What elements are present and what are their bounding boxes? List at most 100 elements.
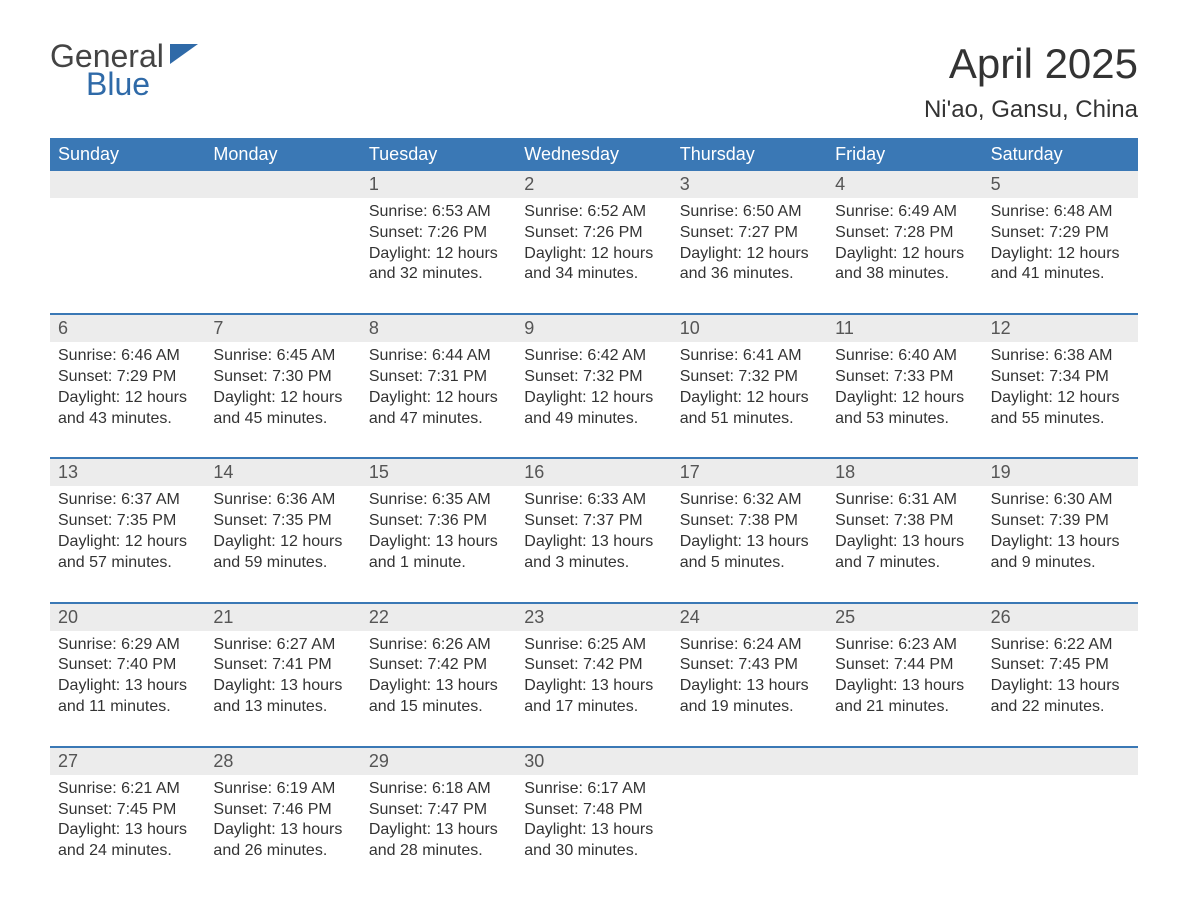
day-number: 27 (50, 748, 205, 775)
day-number (50, 171, 205, 198)
day-content: Sunrise: 6:31 AMSunset: 7:38 PMDaylight:… (827, 486, 982, 573)
day-content: Sunrise: 6:22 AMSunset: 7:45 PMDaylight:… (983, 631, 1138, 718)
week-row: 12345Sunrise: 6:53 AMSunset: 7:26 PMDayl… (50, 171, 1138, 313)
sunrise-line: Sunrise: 6:29 AM (58, 635, 197, 656)
day-number: 12 (983, 315, 1138, 342)
day-number: 14 (205, 459, 360, 486)
day-content (50, 198, 205, 285)
day-number: 30 (516, 748, 671, 775)
sunrise-line: Sunrise: 6:31 AM (835, 490, 974, 511)
daynum-row: 13141516171819 (50, 459, 1138, 486)
sunrise-line: Sunrise: 6:48 AM (991, 202, 1130, 223)
daynum-row: 6789101112 (50, 315, 1138, 342)
daycontent-row: Sunrise: 6:46 AMSunset: 7:29 PM Daylight:… (50, 342, 1138, 457)
weekday-label: Tuesday (361, 138, 516, 171)
day-content: Sunrise: 6:35 AMSunset: 7:36 PMDaylight:… (361, 486, 516, 573)
daylight-line: Daylight: 13 hours and 11 minutes. (58, 676, 197, 718)
sunrise-line: Sunrise: 6:23 AM (835, 635, 974, 656)
title-block: April 2025 Ni'ao, Gansu, China (924, 40, 1138, 124)
day-number (672, 748, 827, 775)
daylight-line: Daylight: 13 hours and 22 minutes. (991, 676, 1130, 718)
daynum-row: 27282930 (50, 748, 1138, 775)
daylight-line: Daylight: 13 hours and 24 minutes. (58, 820, 197, 862)
sunset-line: Sunset: 7:29 PM (991, 223, 1130, 244)
daylight-line: Daylight: 12 hours and 51 minutes. (680, 388, 819, 430)
day-content: Sunrise: 6:52 AMSunset: 7:26 PMDaylight:… (516, 198, 671, 285)
day-number: 18 (827, 459, 982, 486)
sunrise-line: Sunrise: 6:37 AM (58, 490, 197, 511)
daylight-line: Daylight: 12 hours and 41 minutes. (991, 244, 1130, 286)
weeks-container: 12345Sunrise: 6:53 AMSunset: 7:26 PMDayl… (50, 171, 1138, 890)
sunset-line: Sunset: 7:35 PM (58, 511, 197, 532)
daylight-line: Daylight: 13 hours and 9 minutes. (991, 532, 1130, 574)
day-number: 28 (205, 748, 360, 775)
sunrise-line: Sunrise: 6:19 AM (213, 779, 352, 800)
day-number: 23 (516, 604, 671, 631)
day-number: 8 (361, 315, 516, 342)
day-number: 26 (983, 604, 1138, 631)
weekday-label: Monday (205, 138, 360, 171)
weekday-label: Thursday (672, 138, 827, 171)
day-content: Sunrise: 6:37 AMSunset: 7:35 PMDaylight:… (50, 486, 205, 573)
sunrise-line: Sunrise: 6:30 AM (991, 490, 1130, 511)
sunrise-line: Sunrise: 6:27 AM (213, 635, 352, 656)
day-content (827, 775, 982, 862)
sunset-line: Sunset: 7:38 PM (835, 511, 974, 532)
title-month: April 2025 (924, 40, 1138, 88)
day-number (827, 748, 982, 775)
sunrise-line: Sunrise: 6:44 AM (369, 346, 508, 367)
sunrise-line: Sunrise: 6:21 AM (58, 779, 197, 800)
daylight-line: Daylight: 12 hours and 34 minutes. (524, 244, 663, 286)
day-content (672, 775, 827, 862)
daycontent-row: Sunrise: 6:37 AMSunset: 7:35 PMDaylight:… (50, 486, 1138, 601)
sunrise-line: Sunrise: 6:25 AM (524, 635, 663, 656)
daycontent-row: Sunrise: 6:53 AMSunset: 7:26 PMDaylight:… (50, 198, 1138, 313)
day-number: 20 (50, 604, 205, 631)
day-content: Sunrise: 6:36 AMSunset: 7:35 PMDaylight:… (205, 486, 360, 573)
day-number: 4 (827, 171, 982, 198)
sunset-line: Sunset: 7:45 PM (58, 800, 197, 821)
week-row: 6789101112 Sunrise: 6:46 AMSunset: 7:29 P… (50, 313, 1138, 457)
daycontent-row: Sunrise: 6:21 AMSunset: 7:45 PMDaylight:… (50, 775, 1138, 890)
week-row: 27282930Sunrise: 6:21 AMSunset: 7:45 PMD… (50, 746, 1138, 890)
header: General Blue April 2025 Ni'ao, Gansu, Ch… (50, 40, 1138, 124)
sunset-line: Sunset: 7:43 PM (680, 655, 819, 676)
sunrise-line: Sunrise: 6:32 AM (680, 490, 819, 511)
daynum-row: 20212223242526 (50, 604, 1138, 631)
day-number: 29 (361, 748, 516, 775)
day-number: 15 (361, 459, 516, 486)
day-content: Sunrise: 6:30 AMSunset: 7:39 PMDaylight:… (983, 486, 1138, 573)
daylight-line: Daylight: 13 hours and 21 minutes. (835, 676, 974, 718)
sunrise-line: Sunrise: 6:33 AM (524, 490, 663, 511)
sunset-line: Sunset: 7:42 PM (369, 655, 508, 676)
daynum-row: 12345 (50, 171, 1138, 198)
sunset-line: Sunset: 7:47 PM (369, 800, 508, 821)
sunrise-line: Sunrise: 6:50 AM (680, 202, 819, 223)
day-content: Sunrise: 6:48 AMSunset: 7:29 PMDaylight:… (983, 198, 1138, 285)
sunrise-line: Sunrise: 6:24 AM (680, 635, 819, 656)
daylight-line: Daylight: 13 hours and 1 minute. (369, 532, 508, 574)
day-content: Sunrise: 6:45 AMSunset: 7:30 PMDaylight:… (205, 342, 360, 429)
sunrise-line: Sunrise: 6:42 AM (524, 346, 663, 367)
sunrise-line: Sunrise: 6:46 AM (58, 346, 197, 367)
day-number: 11 (827, 315, 982, 342)
day-content: Sunrise: 6:29 AMSunset: 7:40 PMDaylight:… (50, 631, 205, 718)
daylight-line: Daylight: 12 hours and 57 minutes. (58, 532, 197, 574)
sunrise-line: Sunrise: 6:18 AM (369, 779, 508, 800)
day-number: 21 (205, 604, 360, 631)
sunset-line: Sunset: 7:48 PM (524, 800, 663, 821)
sunset-line: Sunset: 7:29 PM (58, 367, 197, 388)
day-content: Sunrise: 6:21 AMSunset: 7:45 PMDaylight:… (50, 775, 205, 862)
day-content: Sunrise: 6:24 AMSunset: 7:43 PMDaylight:… (672, 631, 827, 718)
daylight-line: Daylight: 13 hours and 30 minutes. (524, 820, 663, 862)
day-content: Sunrise: 6:42 AMSunset: 7:32 PMDaylight:… (516, 342, 671, 429)
sunrise-line: Sunrise: 6:22 AM (991, 635, 1130, 656)
sunrise-line: Sunrise: 6:52 AM (524, 202, 663, 223)
day-content: Sunrise: 6:46 AMSunset: 7:29 PMDaylight:… (50, 342, 205, 429)
sunset-line: Sunset: 7:37 PM (524, 511, 663, 532)
sunset-line: Sunset: 7:36 PM (369, 511, 508, 532)
daylight-line: Daylight: 13 hours and 5 minutes. (680, 532, 819, 574)
sunset-line: Sunset: 7:31 PM (369, 367, 508, 388)
weekday-header: SundayMondayTuesdayWednesdayThursdayFrid… (50, 138, 1138, 171)
sunset-line: Sunset: 7:30 PM (213, 367, 352, 388)
